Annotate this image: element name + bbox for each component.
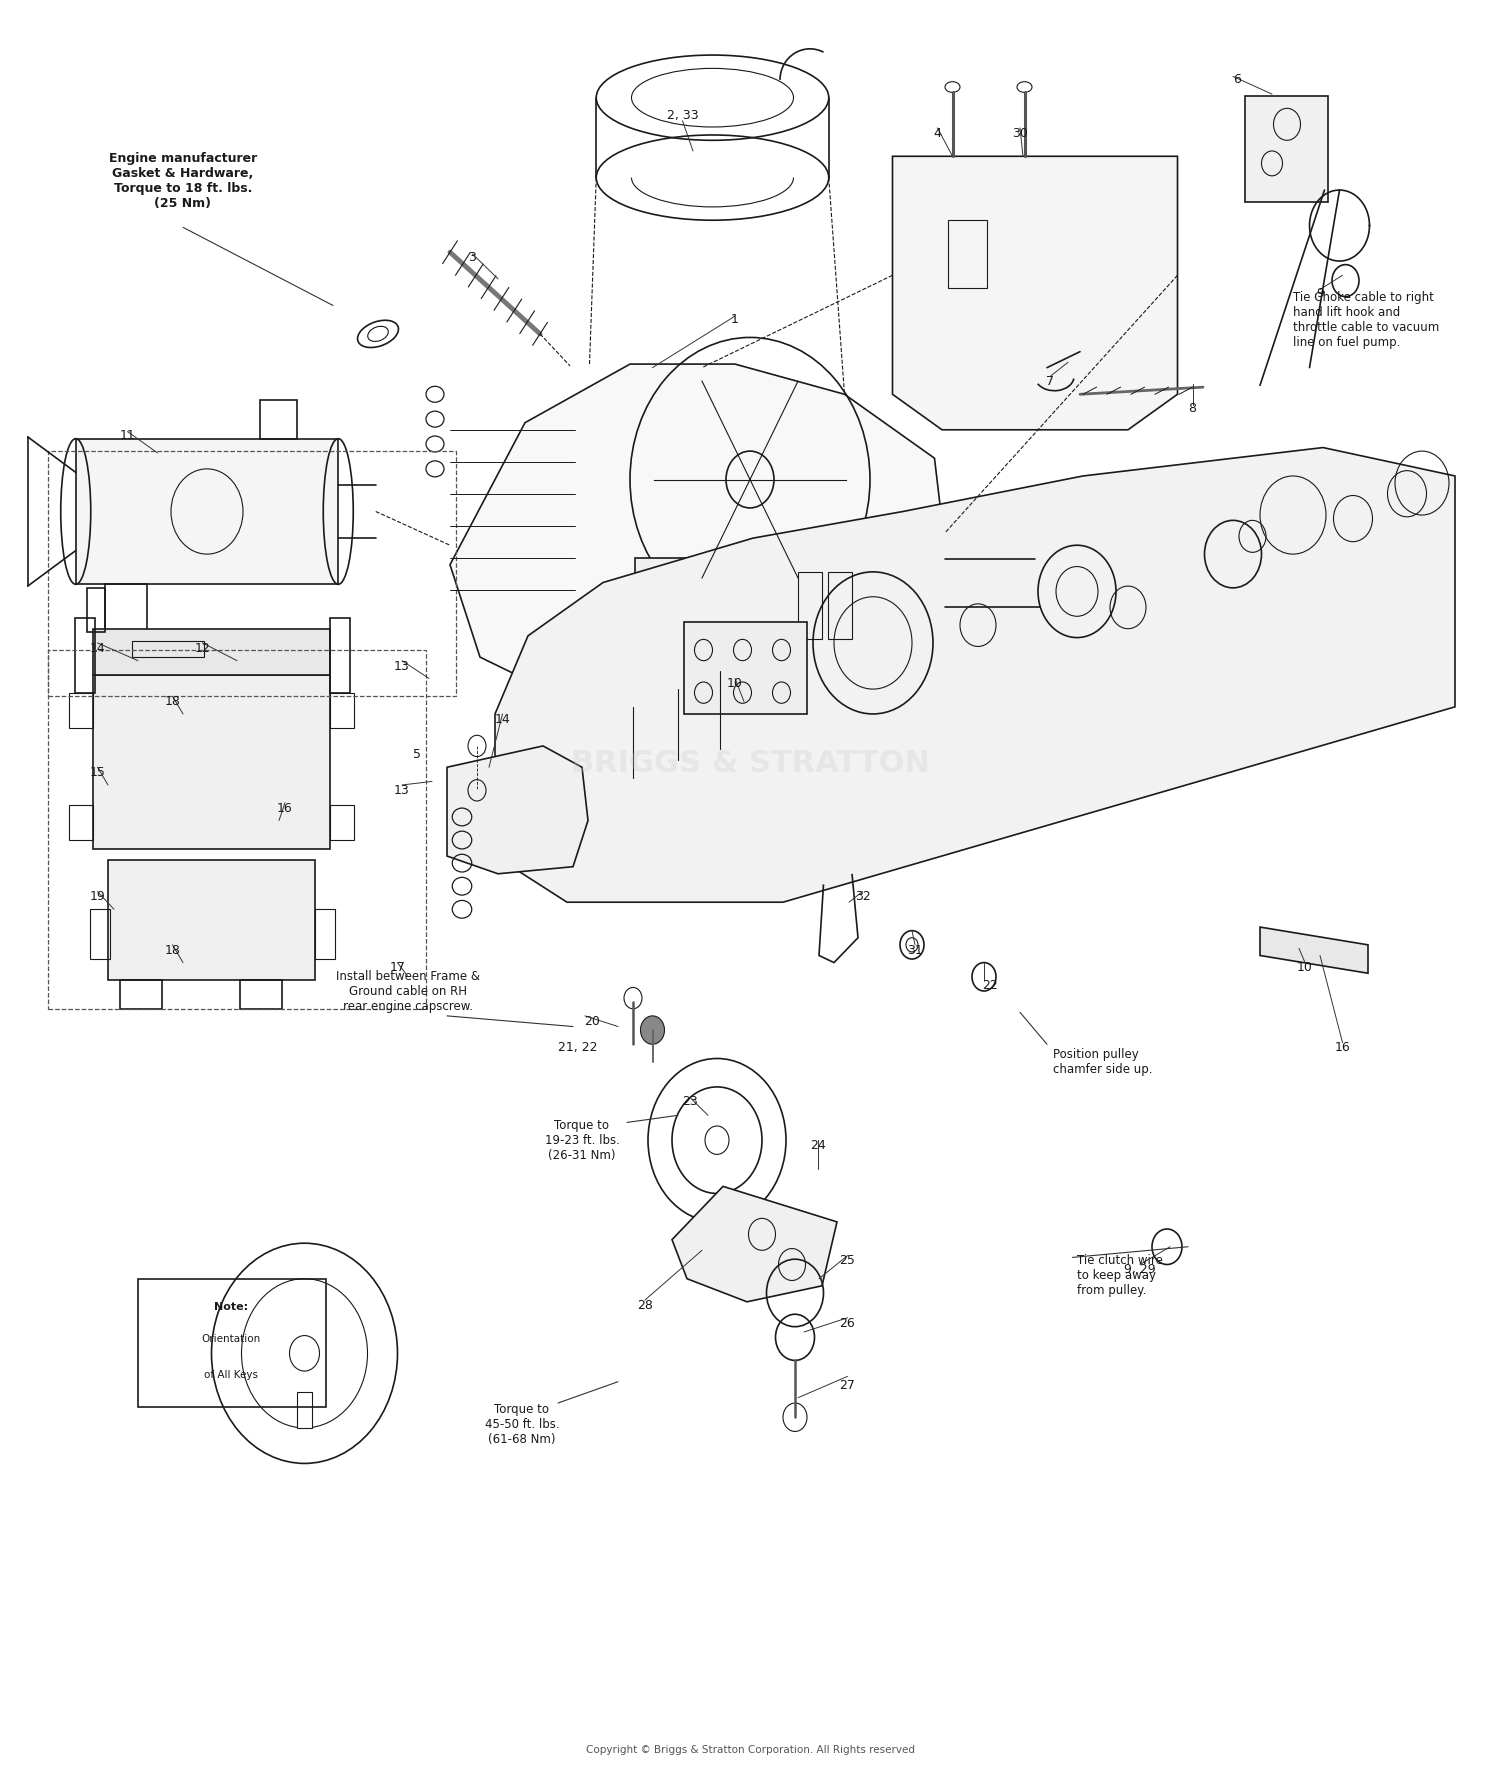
Text: 16: 16 — [278, 801, 292, 815]
Text: 8: 8 — [1188, 401, 1197, 416]
Bar — [132, 641, 204, 657]
Text: 25: 25 — [840, 1254, 855, 1268]
Text: 26: 26 — [840, 1316, 855, 1330]
Polygon shape — [672, 1186, 837, 1302]
Text: 3: 3 — [468, 250, 477, 265]
Bar — [93, 629, 330, 675]
Text: 20: 20 — [585, 1014, 600, 1028]
Bar — [684, 622, 807, 714]
Text: 2, 33: 2, 33 — [666, 108, 699, 123]
Text: 13: 13 — [394, 783, 410, 797]
Bar — [670, 657, 736, 714]
Text: 16: 16 — [1335, 1041, 1350, 1055]
Text: 28: 28 — [638, 1298, 652, 1312]
Bar — [76, 439, 339, 584]
Polygon shape — [892, 156, 1178, 430]
Text: 5: 5 — [413, 748, 422, 762]
Text: 13: 13 — [394, 659, 410, 673]
Polygon shape — [450, 364, 945, 710]
Bar — [69, 805, 93, 840]
Bar — [315, 909, 334, 959]
Text: 32: 32 — [855, 890, 870, 904]
Bar — [260, 400, 297, 439]
Bar — [90, 909, 110, 959]
Text: BRIGGS & STRATTON: BRIGGS & STRATTON — [570, 749, 930, 778]
Text: Copyright © Briggs & Stratton Corporation. All Rights reserved: Copyright © Briggs & Stratton Corporatio… — [585, 1744, 915, 1755]
Bar — [138, 1279, 326, 1407]
Bar — [120, 980, 162, 1009]
Text: 21, 22: 21, 22 — [558, 1041, 597, 1055]
Text: of All Keys: of All Keys — [204, 1369, 258, 1380]
Text: 14: 14 — [495, 712, 510, 726]
Bar — [297, 1392, 312, 1428]
Text: 17: 17 — [390, 961, 405, 975]
Text: Note:: Note: — [214, 1302, 248, 1312]
Text: 14: 14 — [90, 641, 105, 655]
Text: Engine manufacturer
Gasket & Hardware,
Torque to 18 ft. lbs.
(25 Nm): Engine manufacturer Gasket & Hardware, T… — [110, 153, 256, 210]
Bar — [948, 220, 987, 288]
Text: Tie clutch wire
to keep away
from pulley.: Tie clutch wire to keep away from pulley… — [1077, 1254, 1162, 1296]
Text: 19: 19 — [90, 890, 105, 904]
Bar — [93, 675, 330, 849]
Text: Torque to
19-23 ft. lbs.
(26-31 Nm): Torque to 19-23 ft. lbs. (26-31 Nm) — [544, 1119, 620, 1162]
Text: 23: 23 — [682, 1094, 698, 1108]
Circle shape — [640, 1016, 664, 1044]
Text: 12: 12 — [195, 641, 210, 655]
Text: 10: 10 — [1298, 961, 1312, 975]
Bar — [330, 693, 354, 728]
Text: 15: 15 — [90, 765, 105, 780]
Text: 11: 11 — [120, 428, 135, 442]
Bar — [69, 693, 93, 728]
Text: Install between Frame &
Ground cable on RH
rear engine capscrew.: Install between Frame & Ground cable on … — [336, 970, 480, 1012]
Bar — [48, 650, 426, 1009]
Bar — [828, 572, 852, 639]
Bar — [87, 588, 105, 632]
Bar — [634, 558, 752, 661]
Bar — [105, 584, 147, 634]
Polygon shape — [495, 448, 1455, 902]
Bar — [798, 572, 822, 639]
Text: 31: 31 — [908, 943, 922, 957]
Text: 9, 29: 9, 29 — [1124, 1263, 1156, 1277]
Text: Orientation: Orientation — [201, 1334, 261, 1344]
Bar — [48, 451, 456, 696]
Text: 10: 10 — [728, 677, 742, 691]
Text: Torque to
45-50 ft. lbs.
(61-68 Nm): Torque to 45-50 ft. lbs. (61-68 Nm) — [484, 1403, 560, 1446]
Text: 1: 1 — [730, 313, 740, 327]
Bar — [650, 577, 712, 652]
Polygon shape — [1260, 927, 1368, 973]
Text: 27: 27 — [840, 1378, 855, 1392]
Text: Tie Choke cable to right
hand lift hook and
throttle cable to vacuum
line on fue: Tie Choke cable to right hand lift hook … — [1293, 291, 1440, 348]
Text: 30: 30 — [1013, 126, 1028, 140]
Text: 4: 4 — [933, 126, 942, 140]
Bar — [240, 980, 282, 1009]
Bar — [1245, 96, 1328, 202]
Bar — [75, 618, 94, 693]
Text: 18: 18 — [165, 694, 180, 709]
Bar — [108, 860, 315, 980]
Text: 9: 9 — [1316, 286, 1324, 300]
Text: Position pulley
chamfer side up.: Position pulley chamfer side up. — [1053, 1048, 1152, 1076]
Text: 6: 6 — [1233, 73, 1242, 87]
Text: 24: 24 — [810, 1138, 825, 1153]
Polygon shape — [447, 746, 588, 874]
Bar — [330, 618, 350, 693]
Text: 7: 7 — [1046, 375, 1054, 389]
Text: 22: 22 — [982, 979, 998, 993]
Bar — [330, 805, 354, 840]
Text: 18: 18 — [165, 943, 180, 957]
